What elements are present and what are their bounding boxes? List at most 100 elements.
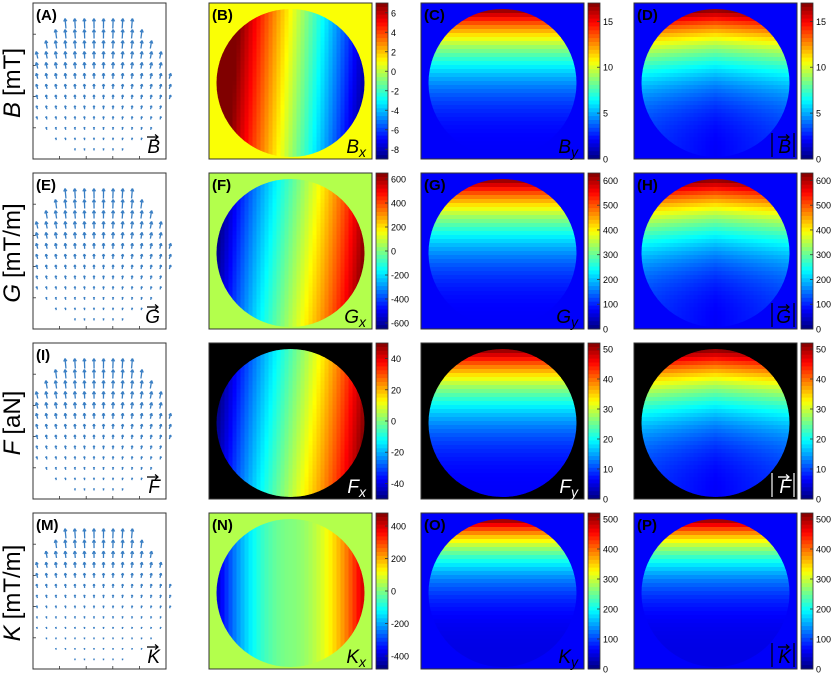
colorbar-tick-label: 600 (816, 176, 831, 186)
panel-k: 50 40 30 20 10 0 (K) Fy (420, 342, 613, 505)
heatmap-disk (216, 349, 365, 497)
quiver-arrows (34, 528, 172, 661)
row-label-unit: [mT] (0, 48, 26, 96)
quiver-arrow (130, 358, 134, 369)
component-subscript: y (570, 484, 579, 500)
colorbar-tick-label: 6 (391, 8, 396, 18)
component-label: K (147, 647, 161, 668)
panel-f: 600 400 200 0 -200 -400 -600 (F) Gx (208, 172, 409, 330)
colorbar-tick-label: 0 (603, 155, 608, 165)
panel-a: (A) B (32, 2, 173, 160)
quiver-arrow (64, 199, 67, 209)
colorbar-tick-label: 40 (603, 375, 613, 385)
colorbar-tick-label: 300 (816, 250, 831, 260)
row-label: F [aN] (0, 391, 26, 456)
colorbar-tick-label: 10 (816, 465, 826, 475)
quiver-arrow (74, 188, 76, 199)
quiver-arrow (74, 29, 76, 39)
panel-letter: (O) (424, 517, 446, 534)
colorbar-tick-label: 0 (391, 67, 396, 77)
colorbar-tick-label: -8 (391, 145, 399, 155)
heatmap-disk (216, 179, 365, 327)
panel-letter: (G) (424, 177, 446, 194)
colorbar: 15 10 5 0 (587, 2, 613, 165)
quiver-arrows (34, 18, 173, 151)
colorbar-tick-label: 100 (816, 300, 831, 310)
component-label: Gy (556, 307, 579, 330)
colorbar-tick-label: 0 (816, 495, 821, 505)
component-symbol: F (347, 477, 360, 498)
colorbar-tick-label: 15 (603, 17, 613, 27)
component-subscript: x (358, 654, 367, 670)
row-label-unit: [mT/m] (0, 545, 26, 620)
colorbar-tick-label: 400 (816, 225, 831, 235)
panel-g: 600 500 400 300 200 100 0 (G) Gy (420, 172, 618, 335)
panel-letter: (J) (212, 347, 230, 364)
heatmap-disk (641, 349, 790, 497)
quiver-arrows (34, 188, 173, 321)
colorbar-tick-label: 40 (391, 354, 401, 364)
quiver-arrow (121, 29, 124, 39)
colorbar-tick-label: 200 (391, 223, 406, 233)
panel-j: 40 20 0 -20 -40 (J) Fx (208, 342, 404, 500)
quiver-arrow (121, 199, 124, 209)
colorbar-tick-label: 50 (603, 345, 613, 355)
row-label-symbol: B (0, 102, 26, 118)
component-label: K (778, 647, 792, 668)
colorbar-tick-label: 100 (603, 635, 618, 645)
component-symbol: B (778, 137, 791, 158)
component-label: G (776, 307, 791, 328)
panel-letter: (E) (36, 177, 56, 194)
component-subscript: y (570, 314, 579, 330)
colorbar-tick-label: 0 (391, 417, 396, 427)
colorbar-tick-label: 0 (603, 495, 608, 505)
component-symbol: B (147, 137, 160, 158)
panel-letter: (B) (212, 7, 233, 24)
heatmap-disk (216, 519, 365, 667)
panel-letter: (F) (212, 177, 231, 194)
colorbar: 600 400 200 0 -200 -400 -600 (375, 172, 409, 330)
colorbar: 500 400 300 200 100 0 (800, 512, 831, 675)
component-symbol: K (558, 647, 572, 668)
colorbar: 600 500 400 300 200 100 0 (587, 172, 618, 335)
quiver-arrow (54, 369, 58, 379)
row-label-symbol: G (0, 284, 26, 303)
component-symbol: G (344, 307, 359, 328)
heatmap-disk (216, 9, 365, 157)
panel-letter: (C) (424, 7, 445, 24)
colorbar-tick-label: 500 (816, 515, 831, 525)
colorbar-tick-label: 0 (391, 247, 396, 257)
colorbar-tick-label: -200 (391, 271, 409, 281)
colorbar-tick-label: 400 (391, 199, 406, 209)
quiver-arrow (54, 199, 58, 209)
colorbar-tick-label: 0 (816, 325, 821, 335)
component-symbol: B (558, 137, 571, 158)
colorbar-tick-label: 10 (816, 63, 826, 73)
quiver-arrow (74, 528, 76, 539)
colorbar-tick-label: 300 (603, 575, 618, 585)
colorbar-tick-label: -200 (391, 619, 409, 629)
colorbar-tick-label: 300 (603, 250, 618, 260)
quiver-arrows (34, 358, 173, 491)
quiver-arrow (140, 199, 143, 209)
quiver-arrow (140, 29, 143, 39)
quiver-arrow (64, 358, 67, 369)
component-subscript: y (570, 654, 579, 670)
component-symbol: K (778, 647, 792, 668)
quiver-arrow (130, 29, 134, 39)
heatmap-disk (428, 179, 577, 327)
quiver-arrow (64, 528, 67, 539)
quiver-arrow (64, 369, 67, 379)
colorbar-tick-label: -4 (391, 106, 399, 116)
colorbar-tick-label: 2 (391, 47, 396, 57)
component-label: Ky (558, 647, 579, 670)
row-label-unit: [aN] (0, 391, 26, 435)
row-label-unit: [mT/m] (0, 203, 26, 278)
colorbar-tick-label: 600 (603, 176, 618, 186)
quiver-arrow (74, 18, 76, 29)
heatmap-disk (428, 9, 577, 157)
row-label: B [mT] (0, 48, 26, 118)
component-symbol: K (147, 647, 161, 668)
panel-letter: (A) (36, 7, 57, 24)
